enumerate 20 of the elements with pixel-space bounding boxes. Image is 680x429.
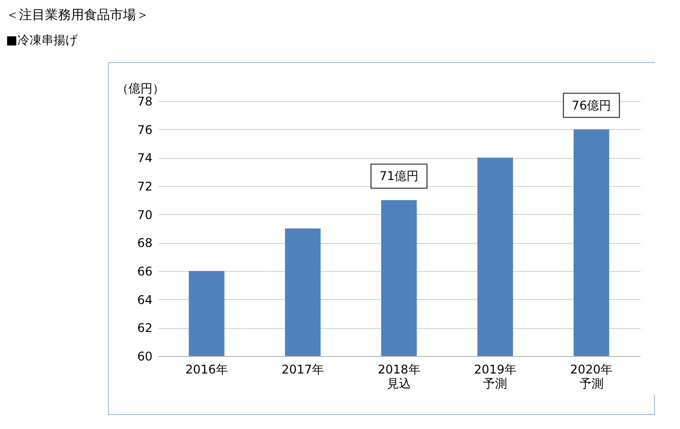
x-tick-label: 2016年	[185, 362, 228, 376]
x-tick-label: 2020年予測	[570, 362, 613, 390]
y-axis-title: （億円）	[116, 82, 164, 96]
y-tick-label: 64	[137, 292, 152, 307]
x-tick-label: 2017年	[282, 362, 324, 376]
annotation: 71億円	[379, 169, 419, 184]
y-tick-label: 74	[137, 151, 152, 166]
y-tick-label: 70	[137, 208, 152, 222]
x-tick-label: 2019年予測	[474, 362, 516, 390]
annotation: 76億円	[572, 98, 612, 112]
y-tick-label: 60	[137, 350, 152, 364]
chart-title: ＜注目業務用食品市場＞	[6, 7, 149, 24]
y-tick-label: 76	[137, 122, 152, 137]
text: ■冷凍串揚げ	[6, 32, 78, 49]
y-tick-label: 78	[137, 94, 152, 108]
y-tick-label: 62	[137, 321, 152, 336]
y-tick-label: 66	[137, 264, 152, 278]
y-tick-label: 68	[137, 236, 152, 250]
x-tick-label: 2018年見込	[378, 362, 420, 390]
y-tick-label: 72	[137, 180, 152, 194]
